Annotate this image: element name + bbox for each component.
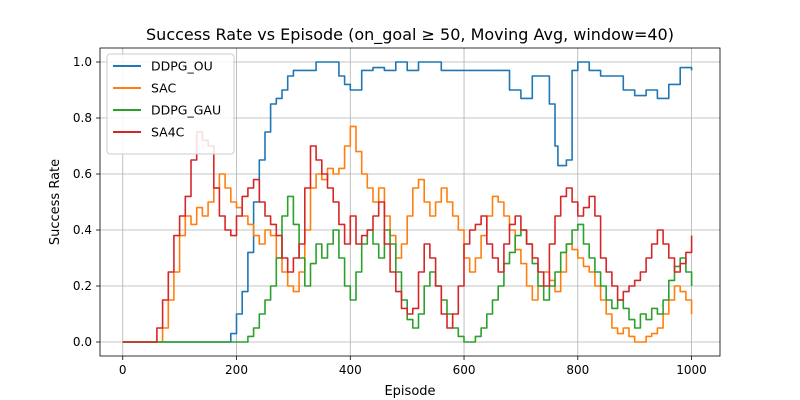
y-tick-label: 0.6 xyxy=(73,167,92,181)
legend-label: SA4C xyxy=(151,125,185,140)
plot-frame xyxy=(99,47,721,357)
series-line-ddpg-ou xyxy=(122,61,693,343)
x-tick-label: 1000 xyxy=(676,363,707,377)
y-tick-label: 0.4 xyxy=(73,223,92,237)
legend: DDPG_OU SAC DDPG_GAU SA4C xyxy=(106,53,235,155)
legend-label: DDPG_GAU xyxy=(151,103,221,118)
series-line-ddpg-gau xyxy=(122,195,693,343)
legend-label: DDPG_OU xyxy=(151,59,213,74)
y-tick-label: 1.0 xyxy=(73,55,92,69)
chart-title: Success Rate vs Episode (on_goal ≥ 50, M… xyxy=(146,25,674,45)
series-line-sac xyxy=(122,125,693,343)
ticks: 0 200 400 600 800 1000 0.0 0.2 0.4 0.6 0.8 1.0 xyxy=(73,55,707,377)
x-axis-label: Episode xyxy=(384,384,435,399)
x-tick-label: 0 xyxy=(119,363,127,377)
x-tick-label: 800 xyxy=(566,363,589,377)
series-layer xyxy=(122,61,693,343)
grid xyxy=(100,48,720,356)
y-tick-label: 0.0 xyxy=(73,335,92,349)
x-tick-label: 400 xyxy=(339,363,362,377)
legend-box xyxy=(106,53,235,155)
series-line-sa4c xyxy=(122,131,693,343)
legend-label: SAC xyxy=(151,81,176,96)
y-tick-label: 0.2 xyxy=(73,279,92,293)
y-axis-label: Success Rate xyxy=(48,159,63,245)
x-tick-label: 600 xyxy=(453,363,476,377)
x-tick-label: 200 xyxy=(225,363,248,377)
y-tick-label: 0.8 xyxy=(73,111,92,125)
